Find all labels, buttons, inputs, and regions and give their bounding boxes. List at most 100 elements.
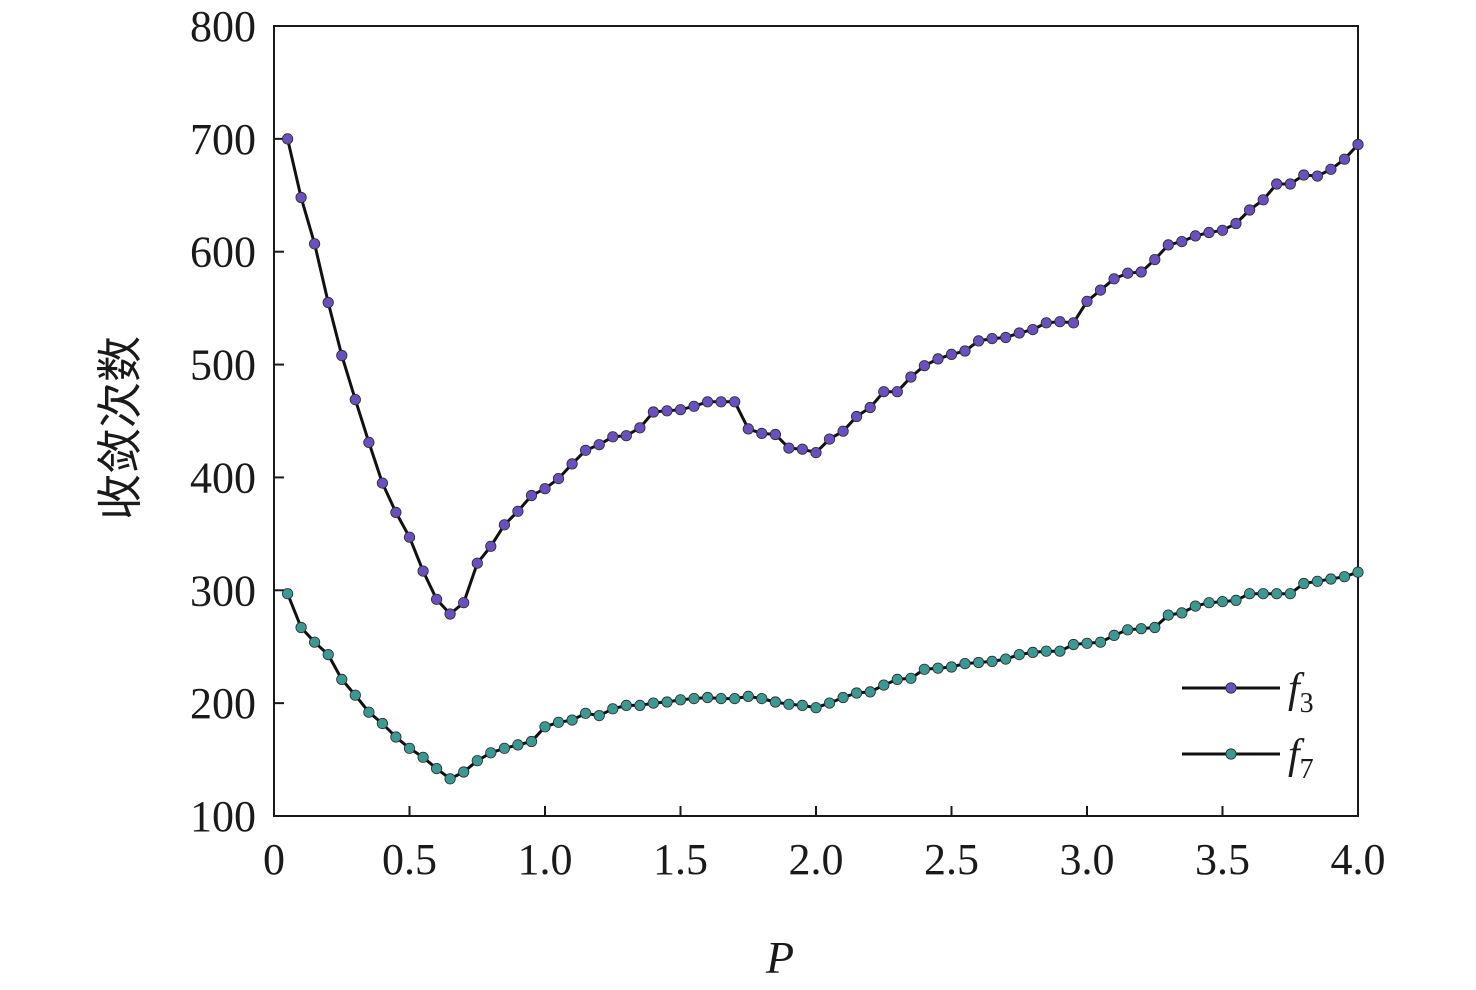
x-tick-label: 0	[263, 835, 285, 884]
data-point-f3	[322, 296, 334, 309]
data-point-f3	[363, 436, 375, 448]
data-point-f3	[308, 238, 321, 250]
data-point-f3	[295, 191, 307, 204]
data-point-f7	[1230, 594, 1242, 607]
data-point-f7	[850, 687, 863, 699]
data-point-f3	[891, 386, 903, 398]
data-point-f3	[1244, 204, 1256, 216]
data-point-f7	[417, 751, 429, 763]
data-point-f3	[485, 540, 497, 552]
data-point-f7	[674, 694, 687, 706]
y-tick-label: 100	[190, 792, 256, 841]
data-point-f7	[688, 692, 700, 705]
data-point-f7	[701, 691, 714, 704]
legend: f3 f7	[1182, 666, 1314, 785]
y-tick-label: 600	[190, 228, 256, 277]
data-point-f7	[620, 699, 632, 712]
data-point-f3	[376, 477, 388, 489]
data-point-f7	[756, 692, 768, 705]
data-point-f7	[403, 742, 416, 754]
data-point-f3	[593, 439, 605, 451]
data-point-f7	[430, 762, 443, 775]
y-tick-label: 300	[190, 566, 256, 615]
data-point-f3	[1257, 194, 1269, 206]
data-point-f7	[308, 636, 321, 648]
data-point-f7	[769, 696, 782, 708]
data-point-f7	[905, 672, 917, 684]
data-point-f7	[1189, 600, 1202, 612]
data-point-f3	[444, 608, 456, 620]
data-point-f3	[1122, 267, 1134, 279]
data-point-f3	[1230, 217, 1242, 230]
data-point-f7	[1284, 588, 1296, 600]
y-tick-label: 700	[190, 115, 256, 164]
data-point-f3	[498, 519, 510, 531]
data-point-f3	[607, 431, 619, 443]
data-point-f3	[1067, 317, 1080, 329]
data-point-f7	[471, 755, 483, 767]
series-layer	[281, 133, 1364, 785]
data-point-f7	[363, 706, 375, 718]
data-point-f3	[512, 505, 524, 517]
data-point-f3	[918, 360, 931, 372]
data-point-f3	[1284, 178, 1296, 190]
data-point-f3	[864, 401, 876, 414]
data-point-f3	[729, 396, 741, 408]
data-point-f7	[634, 699, 646, 712]
data-point-f7	[1244, 588, 1256, 600]
data-point-f3	[1325, 163, 1337, 175]
data-point-f3	[1311, 170, 1324, 182]
data-point-f7	[647, 697, 660, 709]
x-tick-label: 2.5	[924, 835, 979, 884]
data-point-f7	[1027, 646, 1039, 659]
data-point-f7	[1067, 638, 1080, 651]
data-point-f7	[525, 735, 538, 748]
data-point-f7	[796, 699, 809, 712]
data-point-f7	[661, 696, 673, 708]
data-point-f7	[1108, 629, 1120, 642]
data-point-f7	[1122, 624, 1134, 636]
data-point-f3	[539, 483, 551, 495]
data-point-f7	[1271, 588, 1283, 600]
data-point-f7	[878, 679, 890, 691]
data-point-f7	[1311, 575, 1324, 587]
data-point-f7	[810, 702, 822, 714]
data-point-f7	[729, 692, 741, 705]
data-point-f7	[322, 648, 334, 661]
legend-label-subscript: 7	[1300, 754, 1314, 785]
data-point-f3	[471, 557, 483, 569]
data-point-f3	[661, 405, 673, 417]
data-point-f3	[579, 444, 592, 456]
data-point-f7	[376, 717, 388, 730]
data-point-f3	[1176, 236, 1188, 248]
data-point-f3	[701, 396, 714, 408]
data-point-f7	[1013, 648, 1025, 661]
legend-marker	[1225, 682, 1237, 694]
data-point-f7	[1338, 571, 1351, 583]
data-point-f7	[972, 656, 985, 669]
data-point-f7	[336, 673, 348, 686]
data-point-f3	[769, 428, 782, 441]
data-point-f7	[1298, 577, 1310, 590]
series-line-f3	[286, 138, 1360, 616]
data-point-f3	[647, 406, 660, 418]
legend-label: f3	[1288, 666, 1314, 719]
plot-frame	[273, 25, 1359, 817]
data-point-f7	[458, 766, 470, 778]
data-point-f7	[715, 692, 727, 705]
data-point-f7	[1081, 637, 1093, 649]
data-point-f3	[945, 348, 958, 360]
data-point-f3	[1298, 169, 1310, 181]
data-point-f3	[1108, 273, 1120, 285]
data-point-f7	[390, 731, 402, 743]
data-point-f3	[796, 443, 809, 455]
data-point-f3	[458, 597, 470, 609]
x-axis-ticks: 0 0.5 1.0 1.5 2.0 2.5 3.0 3.5 4.0	[263, 806, 1386, 884]
data-point-f7	[579, 707, 592, 719]
data-point-f3	[783, 442, 795, 454]
data-point-f3	[742, 423, 754, 435]
data-point-f7	[349, 689, 361, 701]
data-point-f7	[837, 691, 849, 704]
data-point-f3	[1135, 266, 1147, 278]
